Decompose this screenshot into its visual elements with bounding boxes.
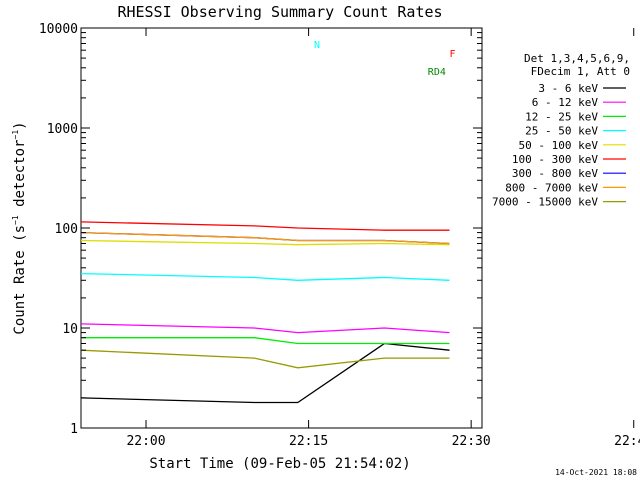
series-line-5 <box>80 221 450 231</box>
legend-header-0: Det 1,3,4,5,6,9, <box>524 52 630 65</box>
series-line-3 <box>80 272 450 281</box>
series-line-4 <box>80 239 450 246</box>
legend-entry-6: 300 - 800 keV <box>512 167 598 180</box>
y-tick-label: 10000 <box>39 22 78 37</box>
series-lines <box>80 221 450 404</box>
legend: Det 1,3,4,5,6,9,FDecim 1, Att 0 3 - 6 keV… <box>492 52 630 209</box>
axis-ticks: 22:0022:1522:3022:4523:0023:1523:3011010… <box>39 22 640 449</box>
legend-entry-3: 25 - 50 keV <box>525 125 598 138</box>
legend-entry-2: 12 - 25 keV <box>525 110 598 123</box>
x-tick-label: 22:30 <box>452 434 491 449</box>
legend-header-1: FDecim 1, Att 0 <box>531 65 630 78</box>
x-tick-label: 22:00 <box>126 434 165 449</box>
y-tick-label: 100 <box>55 222 78 237</box>
x-tick-label: 22:45 <box>614 434 640 449</box>
legend-entry-5: 100 - 300 keV <box>512 153 598 166</box>
x-tick-label: 22:15 <box>289 434 328 449</box>
series-line-0 <box>80 342 450 404</box>
series-line-7 <box>80 231 450 245</box>
x-axis-label: Start Time (09-Feb-05 21:54:02) <box>149 456 410 472</box>
y-axis-label: Count Rate (s−1 detector−1) <box>11 121 28 334</box>
plot-frame <box>80 27 483 429</box>
chart-title: RHESSI Observing Summary Count Rates <box>117 3 442 21</box>
legend-entry-8: 7000 - 15000 keV <box>492 196 598 209</box>
legend-entry-4: 50 - 100 keV <box>519 139 599 152</box>
series-line-1 <box>80 323 450 334</box>
y-tick-label: 1 <box>70 422 78 437</box>
flag-label-0: N <box>314 40 320 51</box>
legend-entry-0: 3 - 6 keV <box>538 82 598 95</box>
flag-label-1: F <box>449 49 455 60</box>
y-tick-label: 10 <box>62 322 78 337</box>
series-line-8 <box>80 349 450 369</box>
series-line-2 <box>81 337 450 345</box>
legend-entry-1: 6 - 12 keV <box>532 96 599 109</box>
y-tick-label: 1000 <box>47 122 78 137</box>
legend-entry-7: 800 - 7000 keV <box>505 181 598 194</box>
timestamp: 14-Oct-2021 18:08 <box>555 468 637 477</box>
flag-label-3: RD4 <box>428 67 446 78</box>
